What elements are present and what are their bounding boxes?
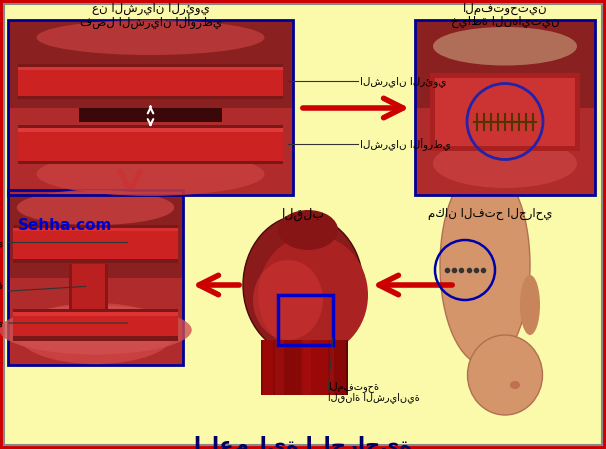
Bar <box>18 67 283 70</box>
Text: المفتوحتين: المفتوحتين <box>463 2 547 15</box>
Bar <box>273 340 313 395</box>
Bar <box>18 67 283 96</box>
Bar <box>328 340 348 395</box>
Ellipse shape <box>520 275 540 335</box>
Bar <box>18 64 283 99</box>
Bar <box>415 107 595 195</box>
Bar <box>13 228 178 259</box>
Text: Sehha.com: Sehha.com <box>18 218 112 233</box>
Bar <box>415 20 595 195</box>
Bar <box>8 190 183 365</box>
Bar <box>330 340 346 395</box>
Ellipse shape <box>467 335 542 415</box>
Ellipse shape <box>258 235 368 355</box>
Bar <box>263 340 284 395</box>
Ellipse shape <box>440 165 530 365</box>
Text: الشريان الرئوي: الشريان الرئوي <box>360 76 447 87</box>
Ellipse shape <box>433 27 577 66</box>
Ellipse shape <box>36 152 264 196</box>
Ellipse shape <box>36 20 264 55</box>
Bar <box>69 264 108 309</box>
Bar <box>18 125 283 163</box>
Text: القناة الشريانية: القناة الشريانية <box>0 280 3 291</box>
Text: القناة الشريانية: القناة الشريانية <box>328 392 420 403</box>
Bar <box>301 340 336 395</box>
Text: الشريان الرئوي: الشريان الرئوي <box>0 237 3 248</box>
Bar <box>435 78 575 146</box>
Bar <box>18 128 283 132</box>
Text: الشريان الأورطي: الشريان الأورطي <box>360 138 451 151</box>
Bar <box>430 72 580 151</box>
Ellipse shape <box>278 210 338 250</box>
Text: فصل الشريان الأورطي: فصل الشريان الأورطي <box>79 15 222 30</box>
Text: المفتوحة: المفتوحة <box>328 381 379 392</box>
Ellipse shape <box>17 190 175 225</box>
Bar <box>303 340 334 395</box>
Bar <box>79 107 222 122</box>
Text: عن الشريان الرئوي: عن الشريان الرئوي <box>92 2 210 15</box>
Bar <box>261 340 286 395</box>
Text: المفتوحة: المفتوحة <box>0 279 3 290</box>
Bar <box>13 225 178 263</box>
Text: مكان الفتح الجراحي: مكان الفتح الجراحي <box>428 207 552 220</box>
Bar <box>72 264 105 309</box>
Bar <box>13 309 178 341</box>
Bar <box>8 277 183 365</box>
Bar <box>8 20 293 195</box>
Bar <box>18 128 283 160</box>
Bar <box>275 340 311 395</box>
Bar <box>8 107 293 195</box>
Bar <box>13 312 178 316</box>
Ellipse shape <box>17 303 175 364</box>
Text: العملية الجراحية: العملية الجراحية <box>194 435 412 449</box>
Text: القلب: القلب <box>281 208 325 221</box>
Ellipse shape <box>510 381 520 389</box>
Bar <box>13 312 178 336</box>
Ellipse shape <box>433 139 577 188</box>
Text: خياطة النهايتين: خياطة النهايتين <box>451 15 559 28</box>
Text: الشريان الأورطي: الشريان الأورطي <box>0 317 3 330</box>
Bar <box>8 20 293 195</box>
Bar <box>278 295 333 345</box>
Ellipse shape <box>0 305 191 355</box>
Ellipse shape <box>243 215 363 355</box>
Bar <box>8 190 183 365</box>
Bar <box>13 228 178 231</box>
Ellipse shape <box>253 260 323 340</box>
Bar <box>415 20 595 195</box>
